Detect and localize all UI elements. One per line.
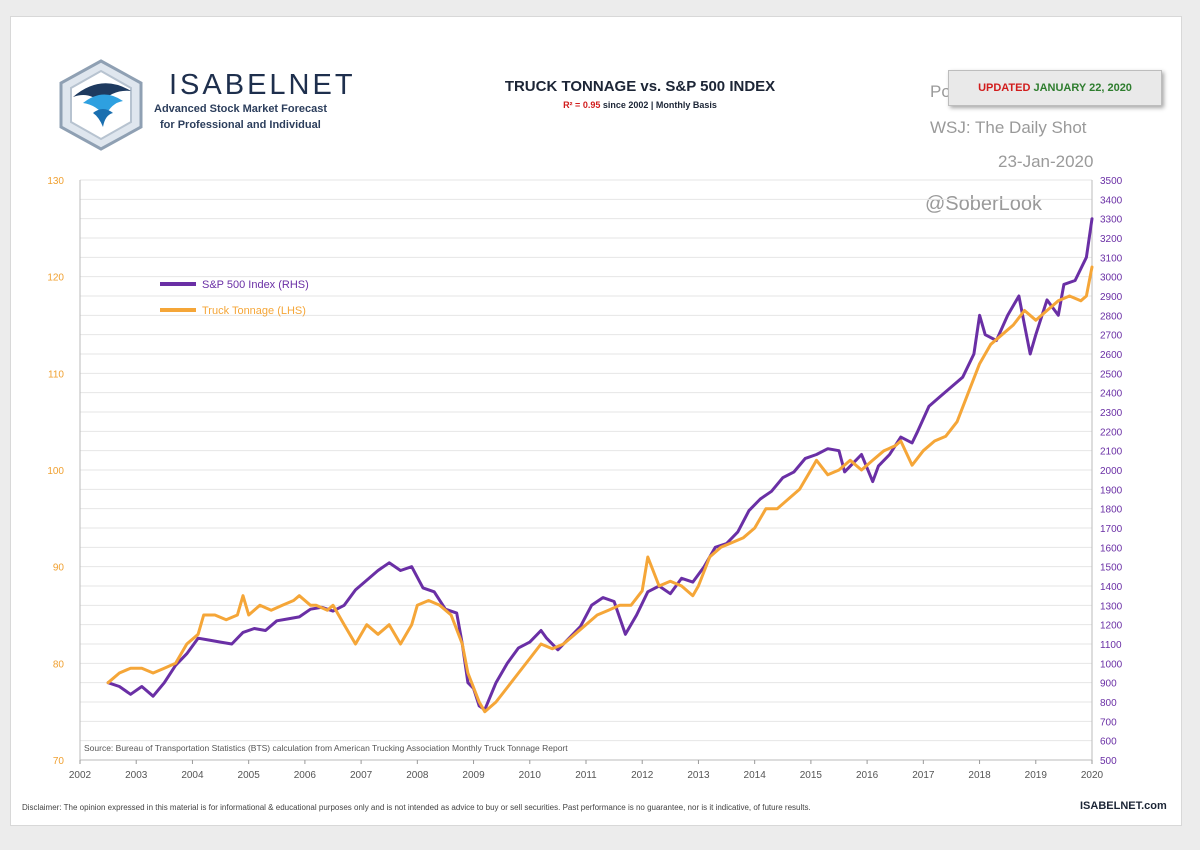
x-tick-label: 2015 [800, 770, 823, 781]
right-tick-label: 2800 [1100, 311, 1123, 322]
right-tick-label: 2700 [1100, 331, 1123, 342]
x-tick-label: 2011 [575, 770, 597, 781]
x-tick-label: 2020 [1081, 770, 1104, 781]
disclaimer: Disclaimer: The opinion expressed in thi… [22, 803, 811, 812]
left-tick-label: 100 [47, 466, 64, 477]
x-tick-label: 2013 [687, 770, 710, 781]
updated-label: UPDATED [978, 82, 1031, 94]
legend-label: S&P 500 Index (RHS) [202, 279, 309, 291]
truck-tonnage-series-line [106, 265, 1094, 714]
x-tick-label: 2018 [968, 770, 991, 781]
legend-label: Truck Tonnage (LHS) [202, 305, 306, 317]
right-tick-label: 3500 [1100, 176, 1123, 187]
x-tick-label: 2019 [1025, 770, 1048, 781]
right-tick-label: 3100 [1100, 253, 1123, 264]
source-note: Source: Bureau of Transportation Statist… [84, 743, 568, 753]
x-tick-label: 2003 [125, 770, 148, 781]
x-tick-label: 2009 [462, 770, 485, 781]
x-tick-label: 2016 [856, 770, 879, 781]
x-tick-label: 2002 [69, 770, 92, 781]
right-tick-label: 2100 [1100, 447, 1123, 458]
right-tick-label: 700 [1100, 717, 1117, 728]
watermark-date: 23-Jan-2020 [998, 152, 1094, 171]
right-tick-label: 2500 [1100, 369, 1123, 380]
right-tick-label: 1200 [1100, 621, 1123, 632]
right-tick-label: 2200 [1100, 427, 1123, 438]
x-tick-label: 2012 [631, 770, 654, 781]
brand-tagline-2: for Professional and Individual [160, 119, 321, 131]
right-tick-label: 900 [1100, 679, 1117, 690]
chart-subtitle: R² = 0.95 since 2002 | Monthly Basis [440, 100, 840, 110]
right-tick-label: 3300 [1100, 215, 1123, 226]
chart-title: TRUCK TONNAGE vs. S&P 500 INDEX [504, 78, 776, 95]
x-tick-label: 2006 [294, 770, 317, 781]
x-tick-label: 2004 [181, 770, 204, 781]
subtitle-rest: since 2002 | Monthly Basis [602, 100, 717, 110]
right-tick-label: 1700 [1100, 524, 1123, 535]
watermark-handle: @SoberLook [925, 193, 1043, 215]
x-tick-label: 2007 [350, 770, 373, 781]
right-tick-label: 1000 [1100, 659, 1123, 670]
r-squared: R² = 0.95 [563, 100, 601, 110]
right-tick-label: 1900 [1100, 485, 1123, 496]
right-tick-label: 1300 [1100, 601, 1123, 612]
x-tick-label: 2014 [744, 770, 767, 781]
brand-name: ISABELNET [169, 69, 356, 101]
x-tick-label: 2010 [519, 770, 542, 781]
x-tick-label: 2008 [406, 770, 429, 781]
left-tick-label: 70 [53, 756, 65, 767]
brand-tagline-1: Advanced Stock Market Forecast [154, 103, 328, 115]
right-tick-label: 600 [1100, 737, 1117, 748]
right-tick-label: 1100 [1100, 640, 1122, 651]
right-tick-label: 2600 [1100, 350, 1123, 361]
right-tick-label: 2000 [1100, 466, 1123, 477]
right-tick-label: 2300 [1100, 408, 1123, 419]
left-tick-label: 90 [53, 563, 65, 574]
chart-card: ISABELNET Advanced Stock Market Forecast… [10, 16, 1182, 826]
right-tick-label: 2900 [1100, 292, 1123, 303]
left-tick-label: 110 [48, 369, 64, 380]
right-tick-label: 1800 [1100, 505, 1123, 516]
x-tick-label: 2017 [912, 770, 935, 781]
right-tick-label: 800 [1100, 698, 1117, 709]
isabelnet-logo [53, 57, 149, 158]
right-tick-label: 2400 [1100, 389, 1123, 400]
right-tick-label: 1400 [1100, 582, 1123, 593]
footer-brand: ISABELNET.com [1080, 800, 1167, 812]
watermark-source: WSJ: The Daily Shot [930, 118, 1087, 137]
right-tick-label: 1500 [1100, 563, 1123, 574]
right-tick-label: 500 [1100, 756, 1117, 767]
right-tick-label: 3400 [1100, 195, 1123, 206]
right-tick-label: 3000 [1100, 273, 1123, 284]
x-tick-label: 2005 [238, 770, 261, 781]
left-tick-label: 130 [47, 176, 64, 187]
updated-date: JANUARY 22, 2020 [1033, 82, 1132, 94]
sp500-series-line [106, 217, 1094, 712]
updated-badge: UPDATED JANUARY 22, 2020 [948, 70, 1162, 106]
left-tick-label: 120 [47, 273, 64, 284]
right-tick-label: 1600 [1100, 543, 1123, 554]
right-tick-label: 3200 [1100, 234, 1123, 245]
left-tick-label: 80 [53, 659, 65, 670]
